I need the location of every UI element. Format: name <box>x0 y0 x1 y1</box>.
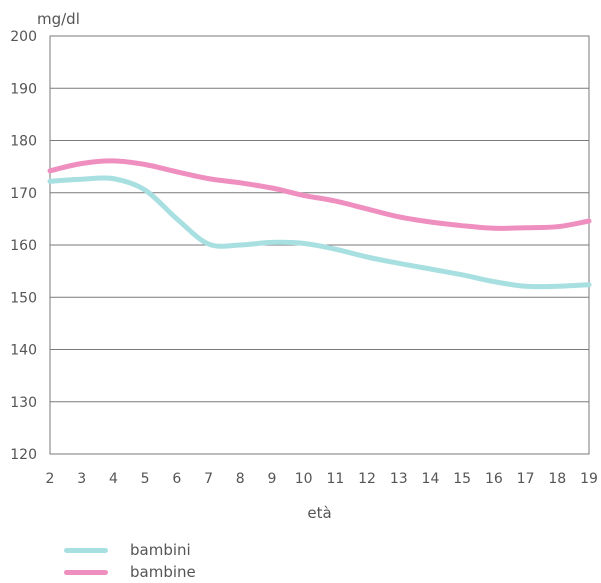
legend-swatch-bambine <box>64 569 108 575</box>
legend-item-bambini: bambini <box>64 539 196 561</box>
y-tick-labels: 120 130 140 150 160 170 180 190 200 <box>10 29 37 463</box>
x-tick-label: 12 <box>358 471 376 487</box>
x-tick-label: 14 <box>422 471 440 487</box>
y-tick-label: 140 <box>10 343 37 359</box>
x-tick-labels: 2 3 4 5 6 7 8 9 10 11 12 13 14 15 16 17 18 19 <box>46 471 598 487</box>
y-tick-label: 190 <box>10 81 37 97</box>
x-tick-label: 15 <box>453 471 471 487</box>
y-tick-label: 120 <box>10 447 37 463</box>
legend-label-bambini: bambini <box>130 541 191 559</box>
y-tick-label: 170 <box>10 186 37 202</box>
x-tick-label: 16 <box>485 471 503 487</box>
x-axis-title: età <box>307 504 331 522</box>
y-tick-label: 130 <box>10 395 37 411</box>
x-tick-label: 4 <box>109 471 118 487</box>
x-tick-label: 3 <box>77 471 86 487</box>
x-tick-label: 8 <box>236 471 245 487</box>
y-tick-label: 180 <box>10 134 37 150</box>
series-lines <box>47 158 592 290</box>
x-tick-label: 6 <box>172 471 181 487</box>
x-tick-label: 13 <box>390 471 408 487</box>
y-tick-label: 160 <box>10 238 37 254</box>
x-tick-label: 10 <box>295 471 313 487</box>
y-axis-title: mg/dl <box>37 10 80 28</box>
x-tick-label: 5 <box>141 471 150 487</box>
plot-frame <box>49 35 590 455</box>
x-tick-label: 19 <box>580 471 598 487</box>
legend-swatch-bambini <box>64 547 108 553</box>
x-tick-label: 11 <box>326 471 344 487</box>
line-chart: 120 130 140 150 160 170 180 190 200 2 3 4 5 6 7 8 9 10 11… <box>10 10 598 522</box>
y-tick-label: 200 <box>10 29 37 45</box>
x-tick-label: 17 <box>517 471 535 487</box>
series-line-bambine <box>47 158 592 231</box>
x-tick-label: 7 <box>204 471 213 487</box>
x-tick-label: 2 <box>46 471 55 487</box>
x-tick-label: 18 <box>548 471 566 487</box>
series-line-bambini <box>47 175 592 290</box>
legend: bambini bambine <box>64 539 196 583</box>
x-tick-label: 9 <box>267 471 276 487</box>
legend-item-bambine: bambine <box>64 561 196 583</box>
legend-label-bambine: bambine <box>130 563 196 581</box>
y-tick-label: 150 <box>10 290 37 306</box>
